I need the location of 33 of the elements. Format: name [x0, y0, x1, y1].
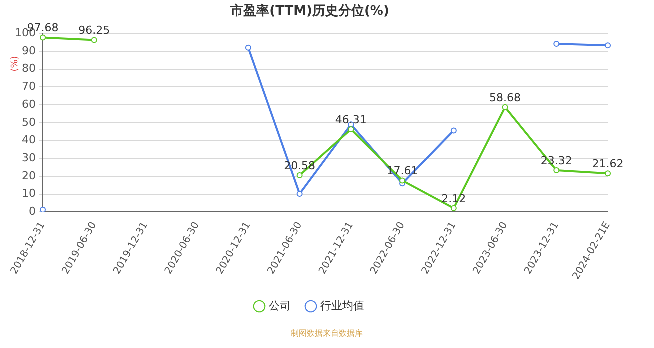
- y-tick-label: 70: [22, 80, 36, 94]
- y-tick-label: 0: [28, 205, 36, 218]
- point: [605, 170, 611, 177]
- y-tick-label: 40: [22, 134, 36, 147]
- y-tick-label: 80: [22, 62, 36, 76]
- legend-label: 行业均值: [320, 299, 364, 312]
- point: [502, 104, 508, 110]
- point: [296, 190, 303, 197]
- point: [348, 126, 354, 132]
- legend-label: 公司: [269, 299, 291, 312]
- y-tick-label: 50: [22, 116, 36, 129]
- data-label: 58.68: [490, 91, 522, 104]
- data-label: 96.25: [78, 24, 110, 38]
- chart-title: 市盈率(TTM)历史分位(%): [230, 3, 390, 20]
- point: [91, 37, 98, 44]
- point: [400, 178, 406, 184]
- data-label: 46.31: [335, 113, 367, 126]
- point: [450, 205, 457, 212]
- data-label: 21.62: [592, 157, 624, 170]
- y-tick-label: 60: [22, 98, 36, 111]
- point: [605, 42, 611, 49]
- point: [554, 40, 560, 47]
- point: [40, 206, 46, 212]
- y-tick-label: 10: [22, 187, 36, 200]
- y-axis-title: (%): [10, 56, 20, 72]
- y-tick-label: 90: [22, 44, 36, 58]
- point: [296, 172, 303, 178]
- text: 制图数据来自数据库: [291, 329, 363, 338]
- y-tick-label: 30: [22, 151, 36, 164]
- point: [554, 168, 560, 174]
- y-tick-label: 20: [22, 169, 36, 182]
- point: [245, 44, 252, 51]
- point: [450, 128, 457, 134]
